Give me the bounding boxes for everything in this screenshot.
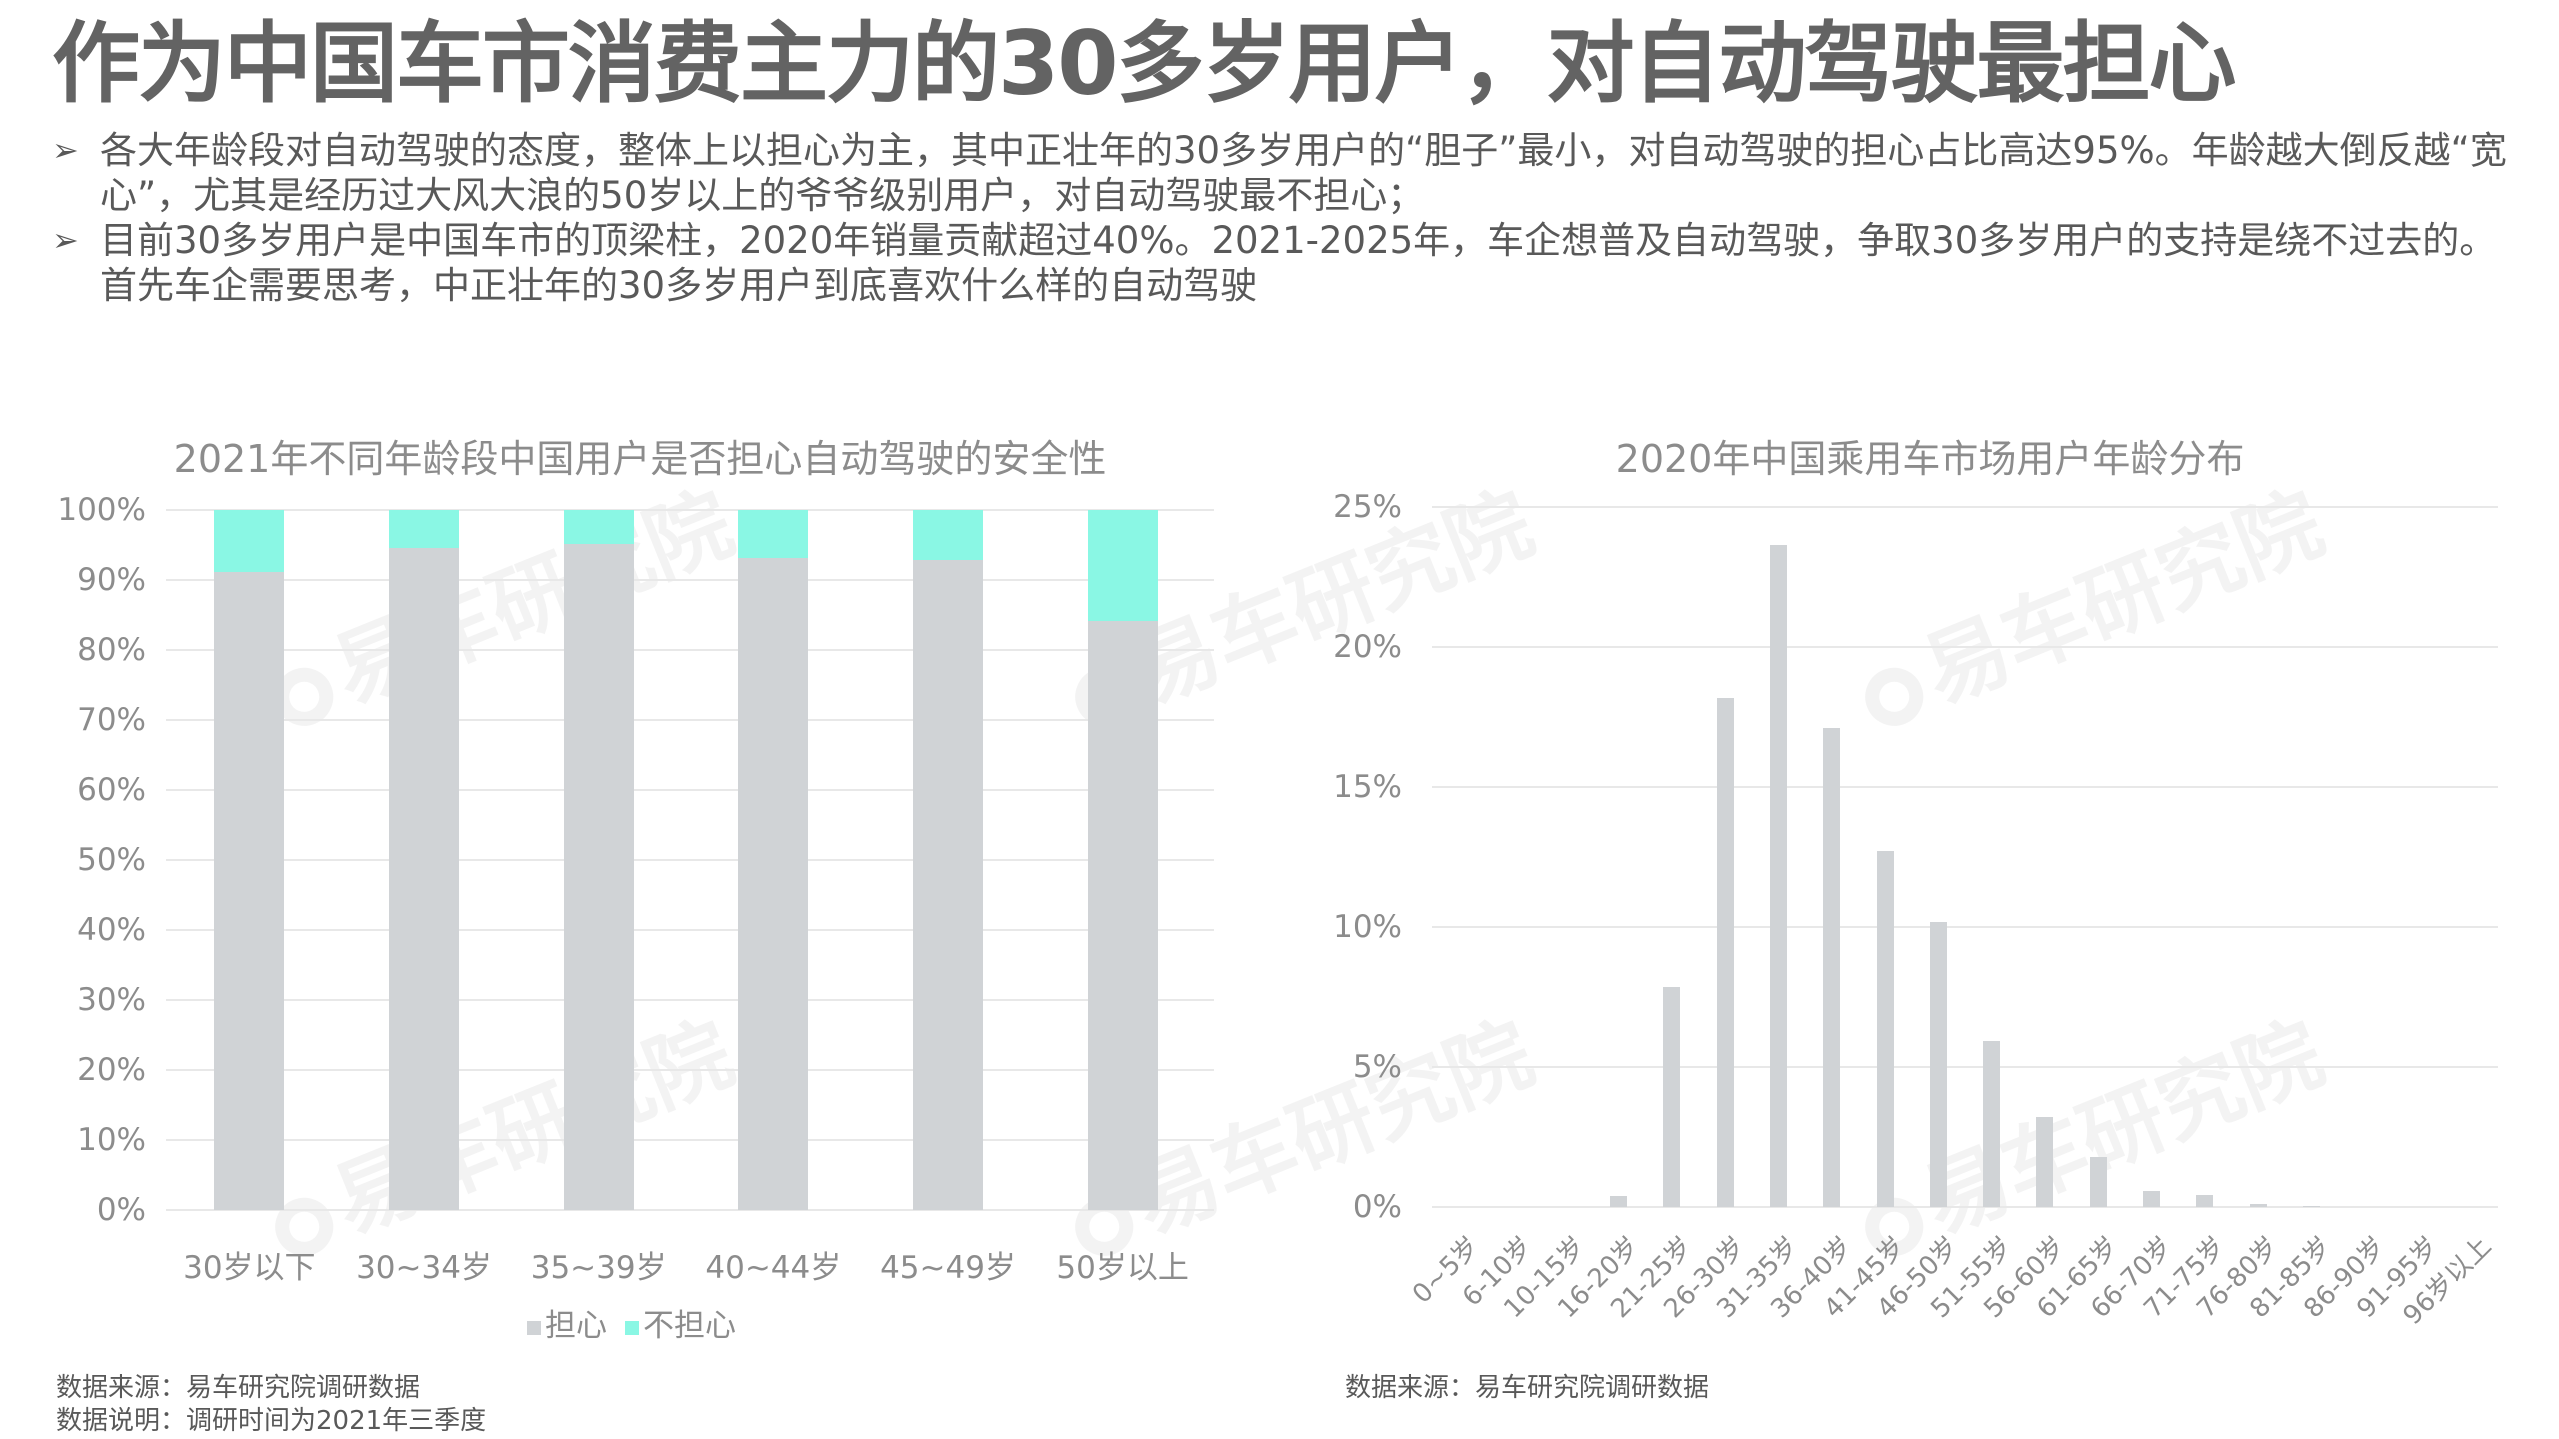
gridline xyxy=(1432,646,2498,648)
bar-not-worried xyxy=(738,510,809,558)
gridline xyxy=(1432,786,2498,788)
bar-age-share xyxy=(2089,1157,2107,1207)
y-tick-label: 5% xyxy=(1352,1049,1402,1085)
worry-by-age-chart: 2021年不同年龄段中国用户是否担心自动驾驶的安全性 100% 90% 80% 70%… xyxy=(56,437,1214,1438)
bar-age-share xyxy=(1769,545,1787,1207)
bar-not-worried xyxy=(563,510,634,544)
gridline xyxy=(1432,1066,2498,1068)
gridline xyxy=(166,579,1214,581)
footnote-source: 数据来源：易车研究院调研数据 xyxy=(1345,1373,1710,1403)
arrow-bullet-icon: ➢ xyxy=(52,131,79,169)
footnote-note: 数据说明：调研时间为2021年三季度 xyxy=(56,1406,487,1436)
bar-not-worried xyxy=(214,510,285,573)
legend-item-worried: 担心 xyxy=(527,1308,607,1344)
bullet-text: 目前30多岁用户是中国车市的顶梁柱，2020年销量贡献超过40%。2021-20… xyxy=(100,219,2497,307)
gridline xyxy=(166,1139,1214,1141)
chart-title: 2020年中国乘用车市场用户年龄分布 xyxy=(1615,437,2245,481)
legend-swatch xyxy=(527,1320,541,1335)
legend-swatch xyxy=(625,1320,639,1335)
footnote-source: 数据来源：易车研究院调研数据 xyxy=(56,1373,421,1403)
page-title: 作为中国车市消费主力的30多岁用户，对自动驾驶最担心 xyxy=(52,12,2236,115)
bar-age-share xyxy=(2196,1194,2214,1207)
x-tick-label: 35~39岁 xyxy=(530,1250,667,1286)
gridline xyxy=(166,1069,1214,1071)
arrow-bullet-icon: ➢ xyxy=(52,221,79,259)
y-tick-label: 0% xyxy=(1352,1189,1402,1225)
bar-age-share xyxy=(2036,1117,2054,1207)
gridline xyxy=(1432,1206,2498,1208)
bullet-item: ➢ 各大年龄段对自动驾驶的态度，整体上以担心为主，其中正壮年的30多岁用户的“胆… xyxy=(52,128,2522,218)
chart-legend: 担心 不担心 xyxy=(527,1300,754,1345)
bar-age-share xyxy=(2143,1191,2161,1207)
y-tick-label: 50% xyxy=(77,842,146,878)
bar-worried xyxy=(214,572,285,1210)
gridline xyxy=(1432,926,2498,928)
bullet-text: 各大年龄段对自动驾驶的态度，整体上以担心为主，其中正壮年的30多岁用户的“胆子”… xyxy=(100,129,2507,217)
legend-item-not-worried: 不担心 xyxy=(625,1308,736,1344)
bar-worried xyxy=(563,543,634,1210)
gridline xyxy=(166,649,1214,651)
y-tick-label: 60% xyxy=(77,772,146,808)
gridline xyxy=(166,509,1214,511)
y-tick-label: 100% xyxy=(57,492,146,528)
bar-worried xyxy=(738,557,809,1210)
bar-age-share xyxy=(2302,1206,2320,1207)
bar-age-share xyxy=(1876,850,1894,1207)
y-tick-label: 20% xyxy=(1333,629,1402,665)
bar-age-share xyxy=(1983,1041,2001,1207)
y-tick-label: 40% xyxy=(77,912,146,948)
y-tick-label: 10% xyxy=(1333,909,1402,945)
bullet-item: ➢ 目前30多岁用户是中国车市的顶梁柱，2020年销量贡献超过40%。2021-… xyxy=(52,218,2522,308)
y-tick-label: 90% xyxy=(77,562,146,598)
gridline xyxy=(1432,506,2498,508)
gridline xyxy=(166,789,1214,791)
y-tick-label: 80% xyxy=(77,632,146,668)
gridline xyxy=(166,999,1214,1001)
bar-not-worried xyxy=(913,510,983,561)
y-tick-label: 25% xyxy=(1333,489,1402,525)
bar-worried xyxy=(1087,621,1158,1210)
bar-not-worried xyxy=(389,510,459,548)
bar-age-share xyxy=(1929,922,1947,1207)
y-tick-label: 10% xyxy=(77,1122,146,1158)
x-tick-label: 30岁以下 xyxy=(183,1250,316,1286)
footnotes: 数据来源：易车研究院调研数据 xyxy=(1345,1372,1709,1405)
x-tick-label: 45~49岁 xyxy=(880,1250,1016,1286)
y-tick-label: 15% xyxy=(1333,769,1402,805)
bar-age-share xyxy=(1716,698,1734,1207)
bar-not-worried xyxy=(1087,510,1158,622)
gridline xyxy=(166,929,1214,931)
x-tick-label: 30~34岁 xyxy=(356,1250,492,1286)
bar-age-share xyxy=(1823,727,1841,1207)
x-tick-label: 40~44岁 xyxy=(705,1250,842,1286)
bar-worried xyxy=(389,547,459,1210)
bar-age-share xyxy=(1663,987,1681,1207)
gridline xyxy=(166,719,1214,721)
gridline xyxy=(166,1209,1214,1211)
chart-title: 2021年不同年龄段中国用户是否担心自动驾驶的安全性 xyxy=(173,437,1107,481)
x-tick-label: 50岁以上 xyxy=(1056,1250,1189,1286)
y-tick-label: 20% xyxy=(77,1052,146,1088)
footnotes: 数据来源：易车研究院调研数据 数据说明：调研时间为2021年三季度 xyxy=(56,1372,486,1438)
bar-age-share xyxy=(2249,1203,2267,1207)
y-tick-label: 30% xyxy=(77,982,146,1018)
y-tick-label: 70% xyxy=(77,702,146,738)
gridline xyxy=(166,859,1214,861)
bar-age-share xyxy=(1610,1196,1628,1207)
summary-bullets: ➢ 各大年龄段对自动驾驶的态度，整体上以担心为主，其中正壮年的30多岁用户的“胆… xyxy=(52,128,2522,308)
y-tick-label: 0% xyxy=(96,1192,146,1228)
bar-worried xyxy=(913,560,983,1210)
